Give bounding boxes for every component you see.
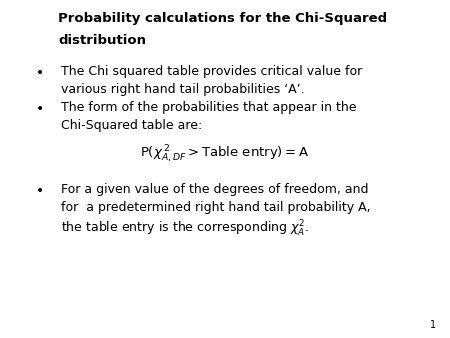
Text: •: •	[36, 102, 44, 116]
Text: •: •	[36, 184, 44, 198]
Text: Probability calculations for the Chi-Squared: Probability calculations for the Chi-Squ…	[58, 12, 387, 25]
Text: The Chi squared table provides critical value for: The Chi squared table provides critical …	[61, 65, 362, 78]
Text: 1: 1	[430, 319, 436, 330]
Text: various right hand tail probabilities ‘A’.: various right hand tail probabilities ‘A…	[61, 83, 304, 96]
Text: distribution: distribution	[58, 34, 147, 47]
Text: $\mathrm{P}(\chi^{\,2}_{A,DF} >\mathrm{Table\ entry}) = \mathrm{A}$: $\mathrm{P}(\chi^{\,2}_{A,DF} >\mathrm{T…	[140, 144, 310, 165]
Text: Chi-Squared table are:: Chi-Squared table are:	[61, 119, 202, 132]
Text: •: •	[36, 66, 44, 80]
Text: for  a predetermined right hand tail probability A,: for a predetermined right hand tail prob…	[61, 201, 370, 214]
Text: For a given value of the degrees of freedom, and: For a given value of the degrees of free…	[61, 183, 368, 196]
Text: the table entry is the corresponding $\chi^{2}_{A}$.: the table entry is the corresponding $\c…	[61, 219, 309, 239]
Text: The form of the probabilities that appear in the: The form of the probabilities that appea…	[61, 101, 356, 114]
